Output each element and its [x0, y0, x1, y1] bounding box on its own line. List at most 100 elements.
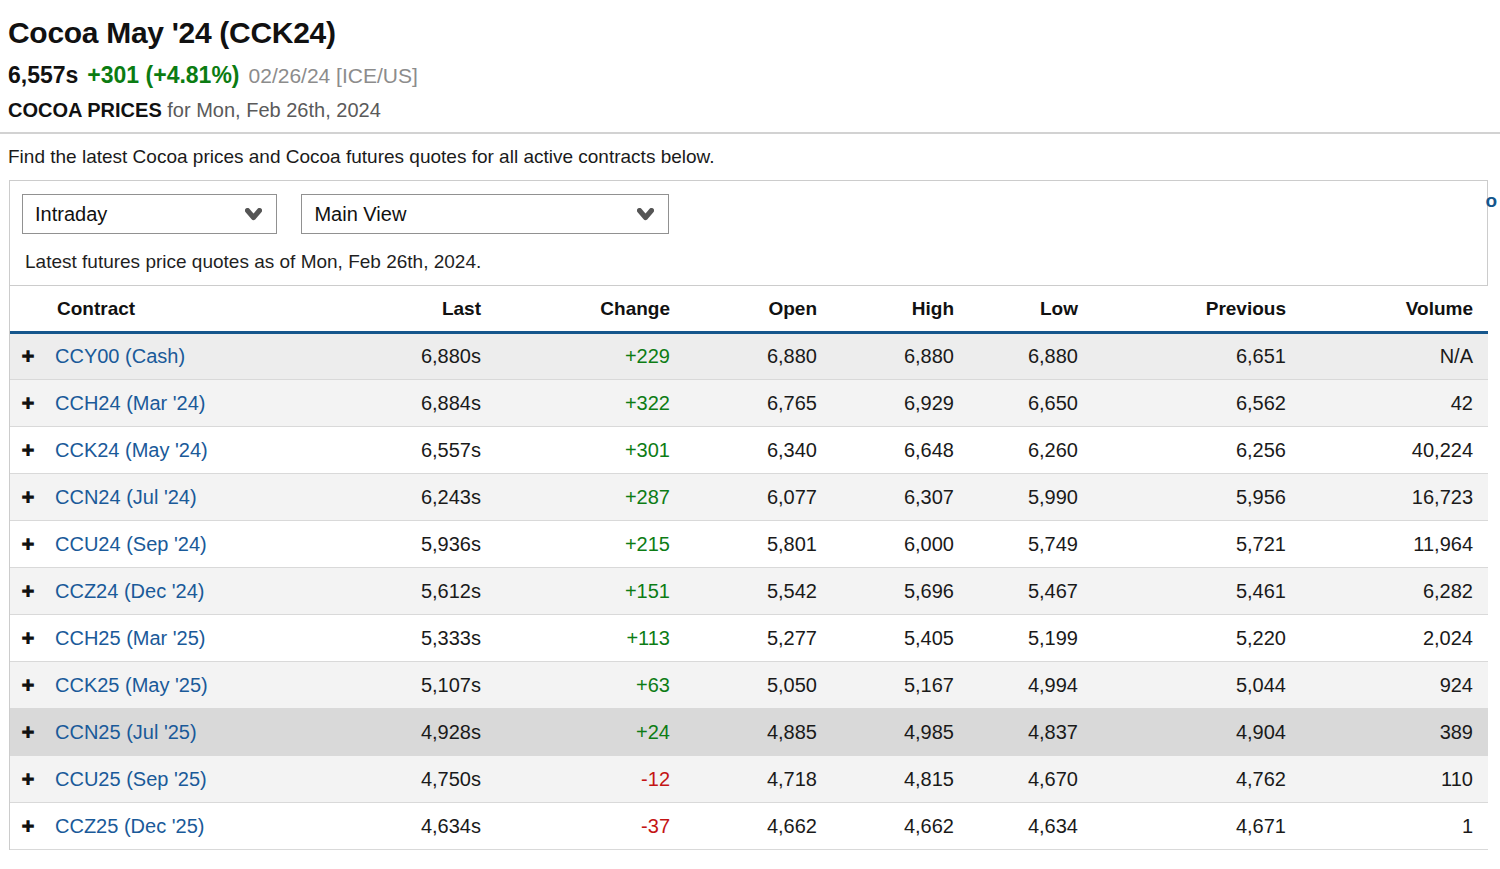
- low-cell: 5,990: [969, 474, 1093, 521]
- plus-icon: ✚: [21, 442, 34, 459]
- contract-link[interactable]: CCK24 (May '24): [55, 439, 208, 461]
- expand-row-button[interactable]: ✚: [10, 662, 46, 709]
- change-cell: +301: [496, 427, 685, 474]
- quotes-table: Contract Last Change Open High Low Previ…: [10, 286, 1488, 850]
- previous-cell: 6,562: [1093, 380, 1301, 427]
- low-cell: 6,260: [969, 427, 1093, 474]
- contract-cell: CCN24 (Jul '24): [46, 474, 336, 521]
- last-cell: 5,333s: [336, 615, 496, 662]
- previous-cell: 4,671: [1093, 803, 1301, 850]
- last-cell: 6,884s: [336, 380, 496, 427]
- quote-row: ✚ CCK25 (May '25) 5,107s +63 5,050 5,167…: [10, 662, 1488, 709]
- high-cell: 4,985: [832, 709, 969, 756]
- intro-text: Find the latest Cocoa prices and Cocoa f…: [0, 146, 1500, 168]
- quote-row: ✚ CCY00 (Cash) 6,880s +229 6,880 6,880 6…: [10, 333, 1488, 380]
- price-summary: 6,557s +301 (+4.81%) 02/26/24 [ICE/US]: [8, 62, 1490, 89]
- high-cell: 6,307: [832, 474, 969, 521]
- section-date: for Mon, Feb 26th, 2024: [167, 99, 380, 121]
- high-cell: 4,662: [832, 803, 969, 850]
- low-cell: 5,467: [969, 568, 1093, 615]
- plus-icon: ✚: [21, 489, 34, 506]
- quote-row: ✚ CCZ25 (Dec '25) 4,634s -37 4,662 4,662…: [10, 803, 1488, 850]
- last-cell: 4,750s: [336, 756, 496, 803]
- change-cell: +151: [496, 568, 685, 615]
- quote-row: ✚ CCN25 (Jul '25) 4,928s +24 4,885 4,985…: [10, 709, 1488, 756]
- high-cell: 5,167: [832, 662, 969, 709]
- low-cell: 4,994: [969, 662, 1093, 709]
- expand-row-button[interactable]: ✚: [10, 427, 46, 474]
- contract-cell: CCH25 (Mar '25): [46, 615, 336, 662]
- contract-cell: CCN25 (Jul '25): [46, 709, 336, 756]
- expand-row-button[interactable]: ✚: [10, 709, 46, 756]
- previous-cell: 5,956: [1093, 474, 1301, 521]
- last-cell: 6,557s: [336, 427, 496, 474]
- open-cell: 6,077: [685, 474, 832, 521]
- contract-link[interactable]: CCZ24 (Dec '24): [55, 580, 204, 602]
- truncated-link[interactable]: o: [1485, 190, 1497, 212]
- previous-cell: 4,762: [1093, 756, 1301, 803]
- previous-cell: 4,904: [1093, 709, 1301, 756]
- open-cell: 6,880: [685, 333, 832, 380]
- open-cell: 5,801: [685, 521, 832, 568]
- low-cell: 6,880: [969, 333, 1093, 380]
- expand-row-button[interactable]: ✚: [10, 568, 46, 615]
- contract-link[interactable]: CCN25 (Jul '25): [55, 721, 197, 743]
- volume-cell: 11,964: [1301, 521, 1488, 568]
- previous-cell: 5,721: [1093, 521, 1301, 568]
- quote-row: ✚ CCZ24 (Dec '24) 5,612s +151 5,542 5,69…: [10, 568, 1488, 615]
- contract-cell: CCH24 (Mar '24): [46, 380, 336, 427]
- contract-link[interactable]: CCN24 (Jul '24): [55, 486, 197, 508]
- section-title: COCOA PRICES: [8, 99, 162, 121]
- column-header-open: Open: [685, 286, 832, 333]
- quote-row: ✚ CCU25 (Sep '25) 4,750s -12 4,718 4,815…: [10, 756, 1488, 803]
- timeframe-select[interactable]: Intraday: [22, 194, 277, 234]
- timeframe-select-value: Intraday: [35, 203, 107, 226]
- view-select[interactable]: Main View: [301, 194, 669, 234]
- contract-link[interactable]: CCU24 (Sep '24): [55, 533, 207, 555]
- contract-link[interactable]: CCH25 (Mar '25): [55, 627, 206, 649]
- low-cell: 4,670: [969, 756, 1093, 803]
- column-header-high: High: [832, 286, 969, 333]
- column-header-change: Change: [496, 286, 685, 333]
- change-cell: -12: [496, 756, 685, 803]
- expand-row-button[interactable]: ✚: [10, 615, 46, 662]
- quote-date-exchange: 02/26/24 [ICE/US]: [249, 64, 418, 88]
- contract-link[interactable]: CCH24 (Mar '24): [55, 392, 206, 414]
- low-cell: 6,650: [969, 380, 1093, 427]
- open-cell: 4,718: [685, 756, 832, 803]
- change-cell: +24: [496, 709, 685, 756]
- expand-row-button[interactable]: ✚: [10, 521, 46, 568]
- contract-cell: CCK24 (May '24): [46, 427, 336, 474]
- last-cell: 4,928s: [336, 709, 496, 756]
- quote-row: ✚ CCK24 (May '24) 6,557s +301 6,340 6,64…: [10, 427, 1488, 474]
- previous-cell: 5,461: [1093, 568, 1301, 615]
- expand-row-button[interactable]: ✚: [10, 474, 46, 521]
- expand-row-button[interactable]: ✚: [10, 380, 46, 427]
- change-cell: +229: [496, 333, 685, 380]
- plus-icon: ✚: [21, 395, 34, 412]
- plus-icon: ✚: [21, 818, 34, 835]
- quotes-table-body: ✚ CCY00 (Cash) 6,880s +229 6,880 6,880 6…: [10, 333, 1488, 850]
- plus-icon: ✚: [21, 771, 34, 788]
- high-cell: 6,000: [832, 521, 969, 568]
- quote-row: ✚ CCN24 (Jul '24) 6,243s +287 6,077 6,30…: [10, 474, 1488, 521]
- change-cell: +63: [496, 662, 685, 709]
- open-cell: 4,662: [685, 803, 832, 850]
- header-divider: [0, 132, 1500, 134]
- expand-row-button[interactable]: ✚: [10, 803, 46, 850]
- volume-cell: 6,282: [1301, 568, 1488, 615]
- expand-row-button[interactable]: ✚: [10, 333, 46, 380]
- contract-link[interactable]: CCK25 (May '25): [55, 674, 208, 696]
- contract-link[interactable]: CCZ25 (Dec '25): [55, 815, 204, 837]
- volume-cell: 1: [1301, 803, 1488, 850]
- contract-link[interactable]: CCU25 (Sep '25): [55, 768, 207, 790]
- expand-row-button[interactable]: ✚: [10, 756, 46, 803]
- previous-cell: 5,044: [1093, 662, 1301, 709]
- cocoa-futures-quotes-page: Cocoa May '24 (CCK24) 6,557s +301 (+4.81…: [0, 0, 1500, 850]
- volume-cell: 924: [1301, 662, 1488, 709]
- plus-icon: ✚: [21, 583, 34, 600]
- contract-link[interactable]: CCY00 (Cash): [55, 345, 185, 367]
- plus-icon: ✚: [21, 536, 34, 553]
- contract-cell: CCY00 (Cash): [46, 333, 336, 380]
- change-cell: +287: [496, 474, 685, 521]
